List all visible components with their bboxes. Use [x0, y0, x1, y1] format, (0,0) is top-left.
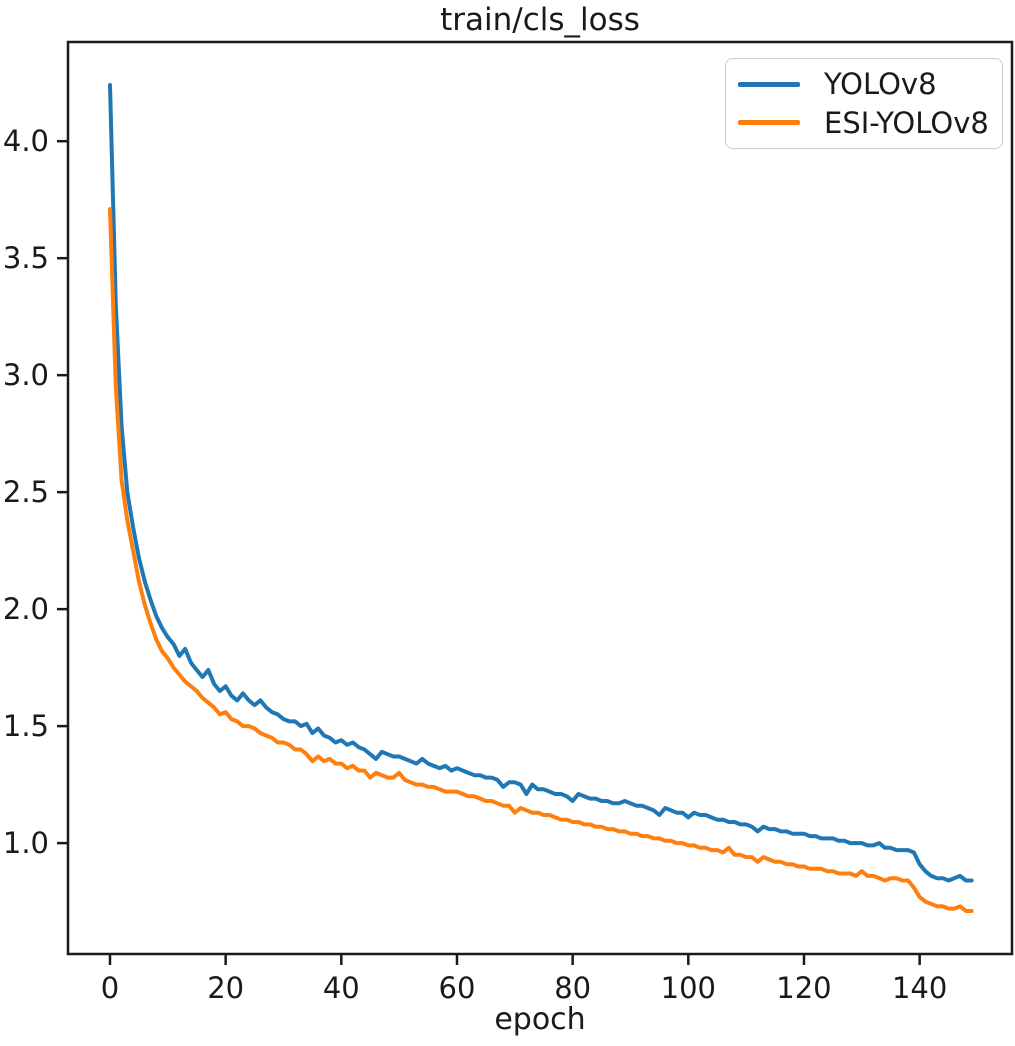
x-axis-label: epoch: [494, 1002, 586, 1037]
y-tick-label: 3.0: [3, 358, 49, 392]
y-tick-label: 1.0: [3, 826, 49, 860]
x-tick-label: 40: [323, 971, 360, 1005]
y-tick-label: 2.5: [3, 475, 49, 509]
y-tick-label: 4.0: [3, 124, 49, 158]
x-tick-label: 120: [776, 971, 831, 1005]
axes-frame: [66, 40, 1014, 956]
y-tick-label: 2.0: [3, 592, 49, 626]
x-tick-label: 20: [207, 971, 244, 1005]
legend-item-esi-yolov8: ESI-YOLOv8: [726, 106, 1002, 140]
x-tick-label: 0: [101, 971, 119, 1005]
x-tick-label: 60: [439, 971, 476, 1005]
legend-label-yolov8: YOLOv8: [824, 67, 937, 102]
legend-line-icon: [738, 120, 800, 126]
x-tick-label: 80: [554, 971, 591, 1005]
chart-title: train/cls_loss: [440, 2, 640, 38]
series-line-yolov8: [108, 83, 974, 883]
legend-line-icon: [738, 81, 800, 87]
x-tick-label: 100: [661, 971, 716, 1005]
y-tick-label: 3.5: [3, 241, 49, 275]
legend: YOLOv8 ESI-YOLOv8: [725, 58, 1003, 149]
legend-item-yolov8: YOLOv8: [726, 67, 1002, 101]
x-tick-label: 140: [892, 971, 947, 1005]
y-tick-label: 1.5: [3, 709, 49, 743]
series-line-esi-yolov8: [108, 207, 974, 913]
legend-label-esi-yolov8: ESI-YOLOv8: [824, 105, 989, 140]
